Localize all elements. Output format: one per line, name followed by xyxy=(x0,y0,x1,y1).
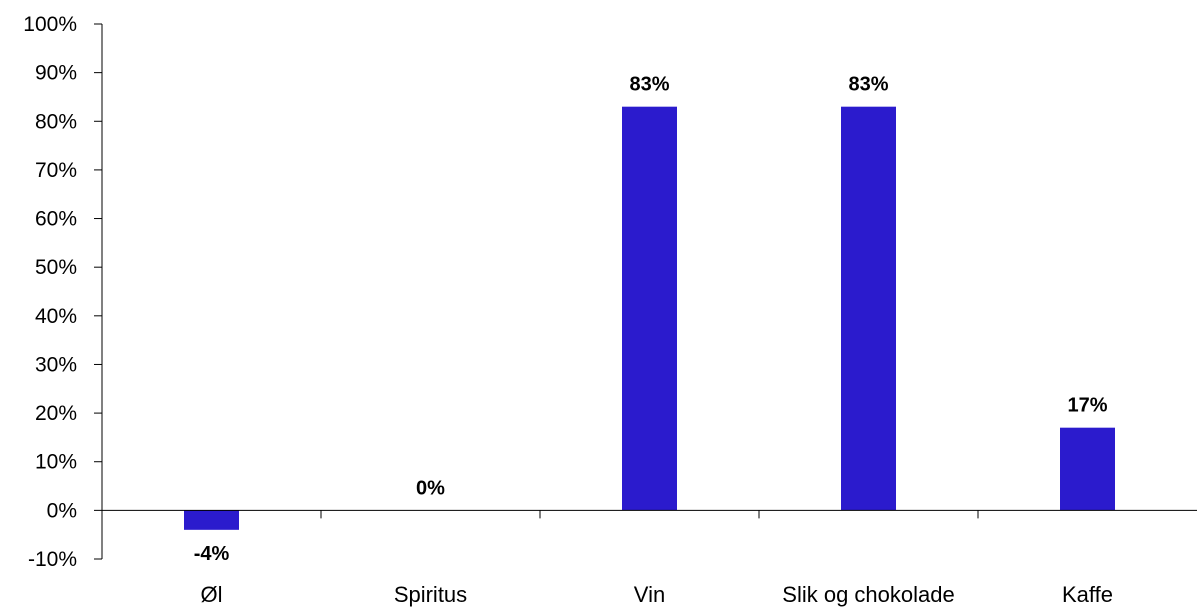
data-label: 83% xyxy=(848,74,888,96)
data-label: -4% xyxy=(194,543,230,565)
y-tick-label: 20% xyxy=(35,402,77,425)
category-label: Spiritus xyxy=(394,582,467,607)
bar xyxy=(841,106,896,511)
data-label: 0% xyxy=(416,477,445,499)
y-tick-label: 40% xyxy=(35,305,77,328)
y-tick-label: 80% xyxy=(35,110,77,133)
y-tick-label: 30% xyxy=(35,353,77,376)
category-label: Øl xyxy=(201,582,223,607)
category-labels: Øl Spiritus Vin Slik og chokolade Kaffe xyxy=(201,582,1113,607)
bars xyxy=(184,106,1115,530)
bar xyxy=(1060,427,1115,511)
data-labels: -4% 0% 83% 83% 17% xyxy=(194,74,1108,565)
y-tick-label: 60% xyxy=(35,208,77,231)
category-label: Vin xyxy=(634,582,665,607)
bar xyxy=(184,510,239,530)
y-axis: -10% 0% 10% 20% 30% 40% 50% 60% 70% 80% 90% 100% xyxy=(23,13,103,571)
y-tick-label: 50% xyxy=(35,256,77,279)
y-tick-label: -10% xyxy=(28,548,77,571)
data-label: 83% xyxy=(629,74,669,96)
data-label: 17% xyxy=(1067,395,1107,417)
bar xyxy=(622,106,677,511)
category-label: Slik og chokolade xyxy=(782,582,954,607)
y-tick-label: 70% xyxy=(35,159,77,182)
y-tick-label: 100% xyxy=(23,13,77,36)
y-tick-label: 90% xyxy=(35,62,77,85)
category-label: Kaffe xyxy=(1062,582,1113,607)
x-axis xyxy=(102,509,1197,519)
y-tick-label: 10% xyxy=(35,451,77,474)
y-tick-label: 0% xyxy=(47,499,77,522)
